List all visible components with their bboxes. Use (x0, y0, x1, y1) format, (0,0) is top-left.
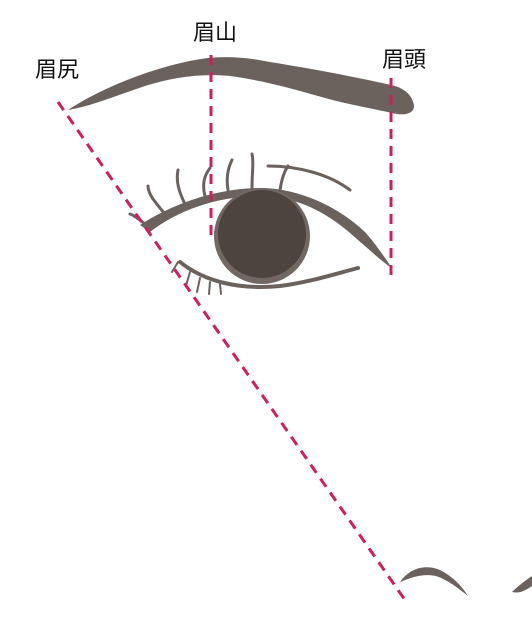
label-brow-head: 眉頭 (382, 48, 427, 73)
lower-eyelashes (171, 261, 222, 295)
lower-eyelid (178, 260, 360, 289)
eyebrow (68, 57, 414, 115)
label-brow-peak: 眉山 (193, 21, 238, 46)
nose-contour (400, 567, 468, 596)
pupil (218, 190, 306, 278)
guide-lines (56, 55, 407, 601)
guide-line-brow-tail (56, 101, 407, 601)
eyebrow-hair-strokes (99, 65, 406, 111)
label-brow-tail: 眉尻 (35, 58, 80, 83)
upper-eyelashes (128, 152, 352, 230)
upper-eyelid (140, 188, 392, 268)
nose-contour-right (512, 576, 532, 593)
